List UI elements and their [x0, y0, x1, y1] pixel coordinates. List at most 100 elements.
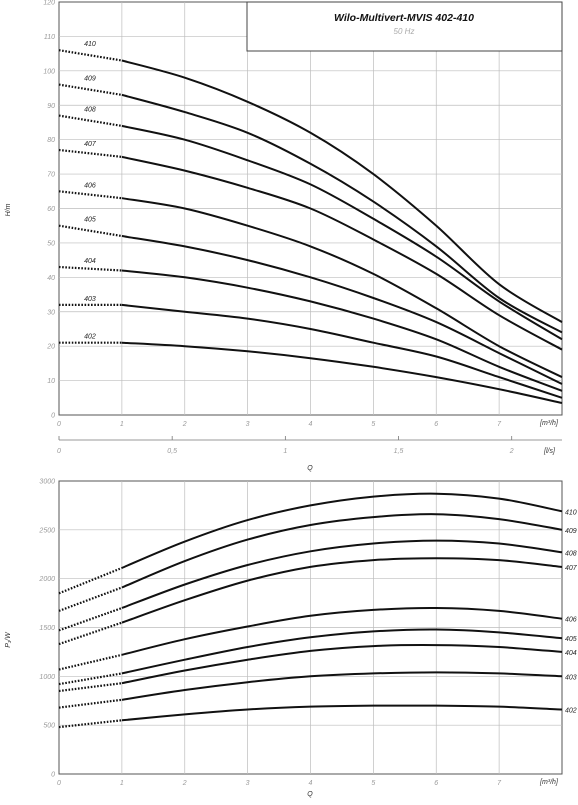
y-tick-label: 120 [43, 0, 55, 7]
x-tick-label: 2 [182, 780, 187, 787]
series-405-line [121, 628, 563, 675]
y-tick-label: 500 [43, 723, 55, 730]
x-tick-label: 5 [371, 421, 375, 428]
x-tick-label: 0 [57, 421, 61, 428]
x-unit-label: [m³/h] [539, 779, 559, 786]
series-402-label: 402 [84, 334, 96, 341]
series-407-label: 407 [84, 141, 97, 148]
x-tick-label: 1 [120, 421, 124, 428]
series-407-dotted-segment [58, 148, 123, 158]
x-unit-label: [m³/h] [539, 420, 559, 427]
series-403-label: 403 [565, 674, 577, 681]
legend-box: Wilo-Multivert-MVIS 402-410 50 Hz [246, 1, 563, 52]
series-407-line [121, 155, 563, 351]
series-402-label: 402 [565, 708, 577, 715]
series-406-label: 406 [84, 182, 96, 189]
series-408-dotted-segment [58, 114, 123, 127]
series-405-label: 405 [84, 217, 96, 224]
y-axis-label: H/m [5, 203, 12, 216]
y-tick-label: 40 [47, 275, 55, 282]
series-407-label: 407 [565, 565, 578, 572]
secondary-x-tick-label: 1 [283, 448, 287, 455]
series-410-line [121, 492, 563, 569]
series-405-label: 405 [565, 636, 577, 643]
series-408-line [121, 124, 563, 341]
secondary-x-tick-label: 0 [57, 448, 61, 455]
series-410-dotted-segment [58, 49, 123, 62]
series-403-dotted-segment [58, 698, 123, 709]
series-408-dotted-segment [58, 606, 123, 632]
series-406-dotted-segment [58, 190, 123, 200]
y-tick-label: 100 [43, 68, 55, 75]
series-406-line [121, 197, 563, 378]
x-tick-label: 0 [57, 780, 61, 787]
series-409-label: 409 [565, 528, 577, 535]
secondary-x-tick-label: 1,5 [394, 448, 404, 455]
series-408-line [121, 539, 563, 609]
x-tick-label: 6 [434, 421, 438, 428]
series-408-label: 408 [565, 550, 577, 557]
x-tick-label: 2 [182, 421, 187, 428]
power-chart: 0 1 2 3 4 5 6 7 0 500 1000 1500 2000 2500 3000 [m³/h] Q P… [5, 479, 578, 799]
y-tick-label: 0 [51, 413, 55, 420]
series-410-label: 410 [84, 41, 96, 48]
y-tick-label: 70 [47, 172, 55, 179]
y-tick-label: 3000 [39, 479, 55, 486]
series-406-label: 406 [565, 617, 577, 624]
y-tick-label: 1000 [39, 674, 55, 681]
series-404-dotted-segment [58, 265, 122, 272]
series-404-line [121, 644, 563, 685]
y-tick-label: 60 [47, 206, 55, 213]
series-410-line [121, 59, 563, 323]
series-402-line [121, 341, 563, 404]
y-tick-label: 1500 [39, 625, 55, 632]
series-409-dotted-segment [58, 586, 123, 612]
series-409-dotted-segment [58, 83, 123, 96]
x-tick-label: 1 [120, 780, 124, 787]
x-axis-label: Q [307, 791, 313, 798]
series-410-dotted-segment [58, 566, 123, 595]
x-tick-label: 5 [371, 780, 375, 787]
series-403-line [121, 671, 563, 701]
head-chart: 0 1 2 3 4 5 6 70102030405060708090100110120[m³/… [5, 0, 563, 472]
x-tick-label: 7 [497, 421, 502, 428]
x-tick-label: 3 [246, 780, 250, 787]
secondary-x-tick-label: 0,5 [167, 448, 177, 455]
series-409-line [121, 93, 563, 334]
series-405-dotted-segment [58, 672, 123, 686]
x-tick-label: 3 [246, 421, 250, 428]
x-tick-label: 4 [309, 780, 313, 787]
x-tick-label: 6 [434, 780, 438, 787]
secondary-x-tick-label: 2 [509, 448, 514, 455]
series-402-line [121, 704, 563, 722]
legend-title: Wilo-Multivert-MVIS 402-410 [334, 12, 474, 24]
y-axis-label: P₁/W [5, 631, 12, 648]
series-407-line [121, 557, 563, 624]
x-tick-label: 7 [497, 780, 502, 787]
x-axis-label: Q [307, 465, 313, 472]
y-tick-label: 90 [47, 103, 55, 110]
y-tick-label: 2000 [38, 576, 55, 583]
series-404-line [121, 269, 563, 392]
series-405-dotted-segment [58, 224, 123, 238]
series-405-line [121, 235, 563, 385]
y-tick-label: 50 [47, 240, 55, 247]
series-410-label: 410 [565, 509, 577, 516]
x-tick-label: 4 [309, 421, 313, 428]
series-409-line [121, 513, 563, 589]
y-tick-label: 110 [44, 34, 55, 41]
series-406-line [121, 606, 563, 656]
legend-box-frame [246, 1, 563, 52]
series-403-label: 403 [84, 296, 96, 303]
series-407-dotted-segment [58, 621, 123, 646]
series-409-label: 409 [84, 76, 96, 83]
y-tick-label: 80 [47, 137, 55, 144]
secondary-x-unit-label: [l/s] [543, 448, 556, 455]
legend-subtitle: 50 Hz [394, 27, 415, 36]
y-tick-label: 30 [47, 309, 55, 316]
series-404-label: 404 [84, 258, 96, 265]
series-403-line [121, 303, 563, 399]
series-404-dotted-segment [58, 682, 123, 693]
